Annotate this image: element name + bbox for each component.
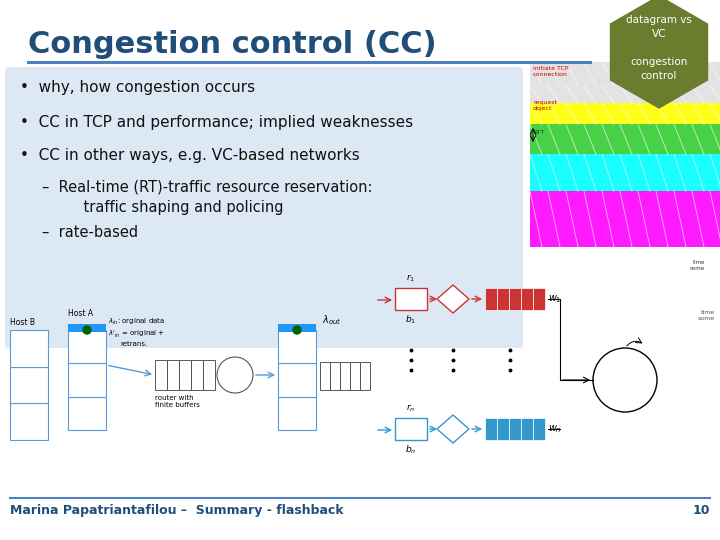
Bar <box>203 360 215 390</box>
Text: –  Real-time (RT)-traffic resource reservation:: – Real-time (RT)-traffic resource reserv… <box>42 180 372 195</box>
Text: router with
finite buffers: router with finite buffers <box>155 395 200 408</box>
Bar <box>530 124 720 154</box>
Bar <box>485 418 497 440</box>
Text: traffic shaping and policing: traffic shaping and policing <box>65 200 284 215</box>
Text: $r_1$: $r_1$ <box>406 273 415 284</box>
Bar <box>68 397 106 430</box>
Bar <box>10 403 48 440</box>
Text: $w_n$: $w_n$ <box>548 423 562 435</box>
Text: Host B: Host B <box>10 318 35 327</box>
Text: •  why, how congestion occurs: • why, how congestion occurs <box>20 80 255 95</box>
Text: request
object: request object <box>533 100 557 111</box>
Bar <box>395 418 427 440</box>
Text: $\lambda'_{in}$ = original +: $\lambda'_{in}$ = original + <box>108 328 165 340</box>
Text: Host A: Host A <box>68 309 93 318</box>
Text: time
some: time some <box>698 310 715 321</box>
Bar <box>68 363 106 397</box>
Bar <box>340 362 350 390</box>
Bar <box>497 288 509 310</box>
Bar <box>68 324 106 332</box>
Text: 10: 10 <box>693 504 710 517</box>
Text: $b_n$: $b_n$ <box>405 444 417 456</box>
Text: retrans.: retrans. <box>120 341 148 347</box>
Bar <box>155 360 167 390</box>
Bar <box>521 418 533 440</box>
Bar <box>350 362 360 390</box>
Text: $w_1$: $w_1$ <box>548 293 562 305</box>
Circle shape <box>593 348 657 412</box>
Bar <box>485 288 497 310</box>
Text: $\lambda_{out}$: $\lambda_{out}$ <box>322 313 341 327</box>
Bar <box>278 363 316 397</box>
Bar <box>521 288 533 310</box>
Bar <box>278 397 316 430</box>
Text: RTT: RTT <box>533 130 544 135</box>
Bar <box>10 330 48 367</box>
Text: initiate TCP
connection: initiate TCP connection <box>533 66 569 77</box>
Bar <box>530 154 720 191</box>
Text: $r_n$: $r_n$ <box>406 402 415 414</box>
Text: Marina Papatriantafilou –  Summary - flashback: Marina Papatriantafilou – Summary - flas… <box>10 504 343 517</box>
Text: –  rate-based: – rate-based <box>42 225 138 240</box>
Bar <box>530 191 720 247</box>
Bar <box>320 362 330 390</box>
Bar <box>167 360 179 390</box>
Text: •  CC in other ways, e.g. VC-based networks: • CC in other ways, e.g. VC-based networ… <box>20 148 360 163</box>
Circle shape <box>217 357 253 393</box>
Bar <box>497 418 509 440</box>
Bar <box>360 362 370 390</box>
Text: $b_1$: $b_1$ <box>405 314 417 327</box>
Polygon shape <box>611 0 708 108</box>
Circle shape <box>83 326 91 334</box>
Text: Congestion control (CC): Congestion control (CC) <box>28 30 436 59</box>
Bar <box>278 330 316 363</box>
Bar <box>533 288 545 310</box>
Bar <box>530 62 720 86</box>
Circle shape <box>293 326 301 334</box>
Bar <box>191 360 203 390</box>
Polygon shape <box>437 285 469 313</box>
Bar <box>68 330 106 363</box>
Bar <box>509 288 521 310</box>
Text: •  CC in TCP and performance; implied weaknesses: • CC in TCP and performance; implied wea… <box>20 115 413 130</box>
Text: datagram vs
VC

congestion
control: datagram vs VC congestion control <box>626 15 692 81</box>
Bar <box>530 103 720 124</box>
FancyBboxPatch shape <box>5 67 523 348</box>
Bar <box>179 360 191 390</box>
Bar <box>278 324 316 332</box>
Polygon shape <box>437 415 469 443</box>
Bar <box>509 418 521 440</box>
Bar <box>533 418 545 440</box>
Bar <box>530 86 720 103</box>
Bar <box>330 362 340 390</box>
Text: time
some: time some <box>690 260 705 271</box>
Bar <box>10 367 48 403</box>
Bar <box>395 288 427 310</box>
Text: $\lambda_{in}$: orginal data: $\lambda_{in}$: orginal data <box>108 317 166 327</box>
